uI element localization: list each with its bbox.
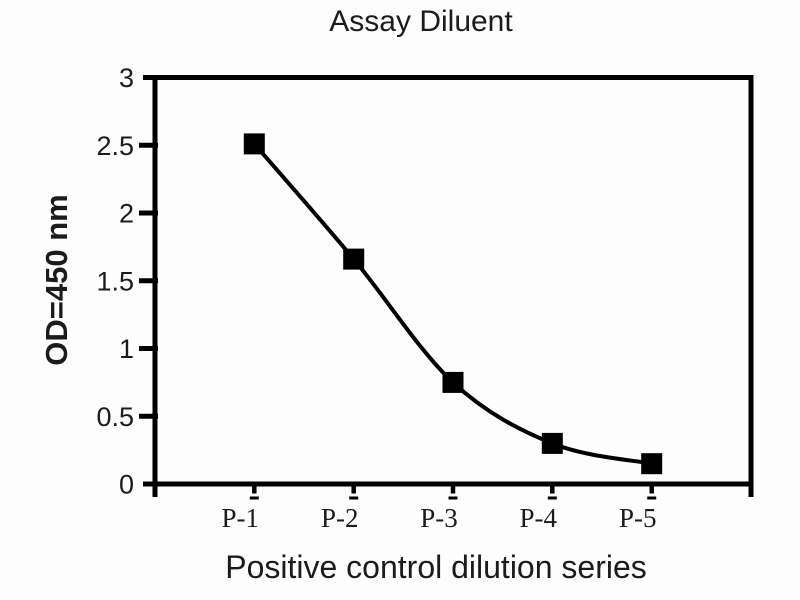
x-tick-dash xyxy=(249,496,259,500)
x-axis-title: Positive control dilution series xyxy=(225,549,647,585)
data-point-marker xyxy=(343,248,365,270)
x-tick-label: P-1 xyxy=(222,503,260,533)
x-tick-dash xyxy=(448,496,458,500)
data-point-marker xyxy=(541,432,563,454)
series-line xyxy=(252,142,653,466)
y-tick-label: 2.5 xyxy=(96,131,134,161)
x-tick-dash xyxy=(547,496,557,500)
x-tick-dash xyxy=(349,496,359,500)
chart-title: Assay Diluent xyxy=(329,5,513,38)
x-tick-dash xyxy=(647,496,657,500)
x-tick-label: P-3 xyxy=(420,503,458,533)
y-tick-label: 1 xyxy=(119,334,134,364)
data-point-marker xyxy=(442,371,464,393)
x-tick-label: P-4 xyxy=(520,503,558,533)
data-point-marker xyxy=(243,133,265,155)
y-tick-label: 0 xyxy=(119,470,134,500)
y-tick-label: 1.5 xyxy=(96,266,134,296)
x-tick-label: P-5 xyxy=(619,503,657,533)
y-tick-label: 0.5 xyxy=(96,402,134,432)
data-point-marker xyxy=(641,453,663,475)
y-tick-label: 3 xyxy=(119,63,134,93)
y-tick-label: 2 xyxy=(119,199,134,229)
x-tick-label: P-2 xyxy=(321,503,359,533)
